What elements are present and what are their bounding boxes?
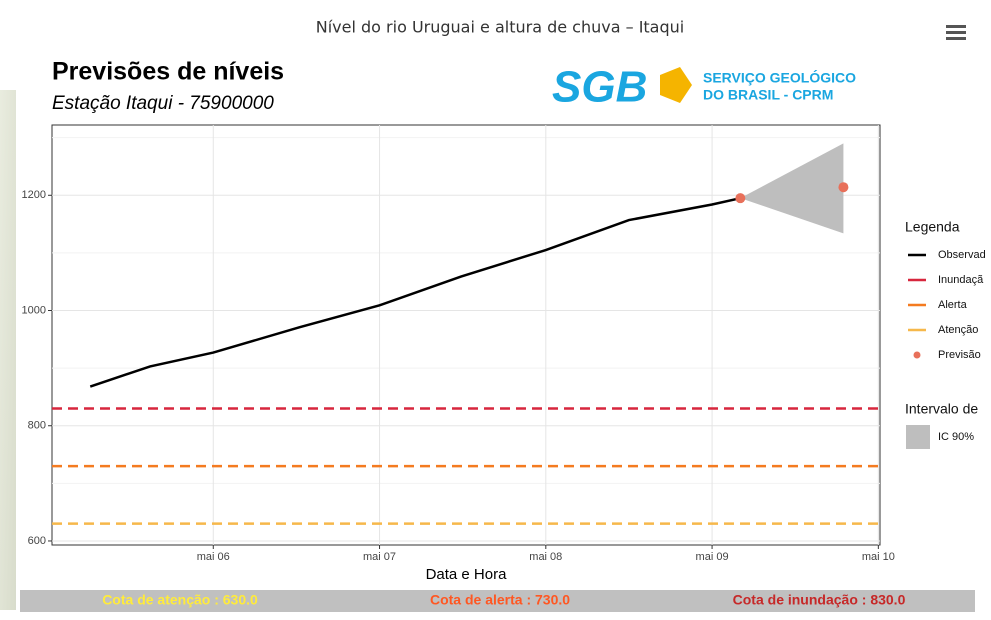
plot: 600 800 1000 1200 mai 06 mai 07 mai 08 mai 09 ma… xyxy=(22,125,895,563)
observed-line xyxy=(89,196,741,388)
y-tick-label: 1000 xyxy=(22,304,46,316)
chart-subtitle: Estação Itaqui - 75900000 xyxy=(52,93,274,114)
forecast-point xyxy=(735,193,746,204)
x-tick-label: mai 07 xyxy=(363,551,396,563)
legend-label: IC 90% xyxy=(938,431,974,443)
legend-title: Intervalo de xyxy=(905,401,978,417)
menu-bar[interactable] xyxy=(946,37,966,40)
legend-label: Atenção xyxy=(938,324,978,336)
logo: SGB SERVIÇO GEOLÓGICO DO BRASIL - CPRM xyxy=(552,63,856,112)
footer-attention: Cota de atenção : 630.0 xyxy=(102,592,258,608)
logo-text: DO BRASIL - CPRM xyxy=(703,87,833,103)
logo-text: SERVIÇO GEOLÓGICO xyxy=(703,69,856,86)
y-tick-label: 1200 xyxy=(22,189,46,201)
chart-title: Previsões de níveis xyxy=(52,58,284,86)
footer-alert: Cota de alerta : 730.0 xyxy=(430,592,570,608)
menu-button[interactable] xyxy=(946,25,966,40)
logo-shape xyxy=(660,67,692,103)
plot-area xyxy=(51,124,881,546)
x-tick-label: mai 10 xyxy=(862,551,895,563)
forecast-point xyxy=(838,182,849,193)
legend-label: Previsão xyxy=(938,349,981,361)
menu-bar[interactable] xyxy=(946,31,966,34)
y-tick-label: 600 xyxy=(28,535,46,547)
footer-bar xyxy=(20,590,975,612)
x-tick-label: mai 06 xyxy=(197,551,230,563)
legend-title: Legenda xyxy=(905,219,960,235)
x-tick-label: mai 08 xyxy=(529,551,562,563)
legend-key xyxy=(906,425,930,449)
legend-label: Observad xyxy=(938,249,986,261)
legend-label: Inundaçã xyxy=(938,274,984,286)
x-tick-label: mai 09 xyxy=(696,551,729,563)
y-tick-label: 800 xyxy=(28,420,46,432)
legend-label: Alerta xyxy=(938,299,968,311)
confidence-band xyxy=(740,143,844,234)
legend-key xyxy=(913,351,921,359)
map-sliver xyxy=(0,90,16,610)
logo-mark: SGB xyxy=(552,63,647,112)
footer-flood: Cota de inundação : 830.0 xyxy=(733,592,906,608)
x-axis-label: Data e Hora xyxy=(426,566,508,583)
page-title: Nível do rio Uruguai e altura de chuva –… xyxy=(316,18,684,37)
menu-bar[interactable] xyxy=(946,25,966,28)
